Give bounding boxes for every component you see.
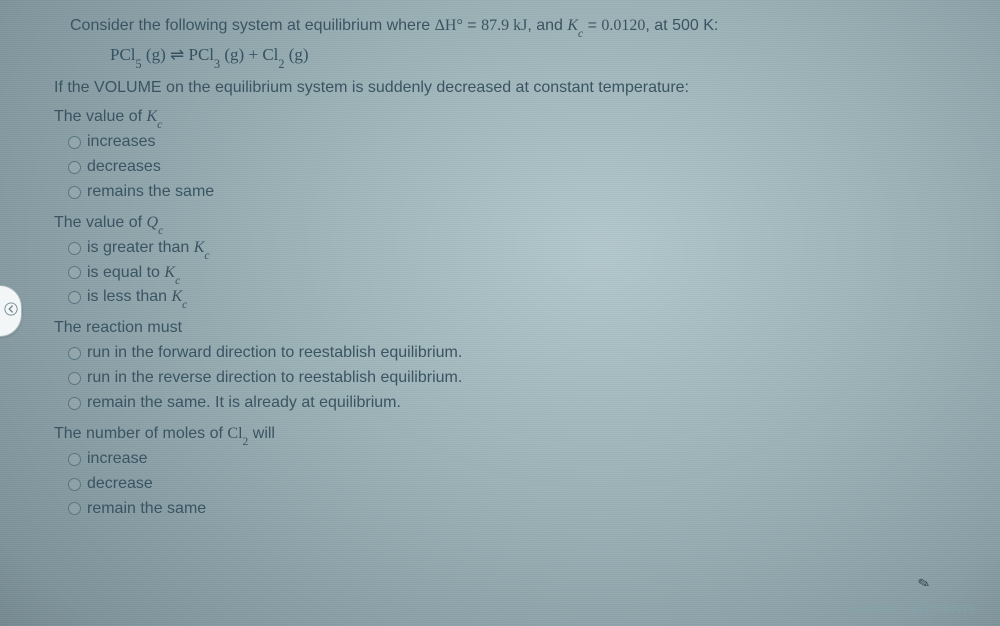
q2-option-equal[interactable]: is equal to Kc <box>68 261 980 286</box>
windows-activation-watermark: Activate Windows <box>847 600 976 618</box>
option-label: increases <box>87 130 155 155</box>
q3-stem: The reaction must <box>54 316 980 339</box>
q3-option-reverse[interactable]: run in the reverse direction to reestabl… <box>68 366 980 391</box>
q4-option-decrease[interactable]: decrease <box>68 472 980 497</box>
option-label: remain the same. It is already at equili… <box>87 391 401 416</box>
radio-icon <box>68 502 81 515</box>
q4-option-same[interactable]: remain the same <box>68 497 980 522</box>
q2-option-less[interactable]: is less than Kc <box>68 285 980 310</box>
q3-option-forward[interactable]: run in the forward direction to reestabl… <box>68 341 980 366</box>
radio-icon <box>68 347 81 360</box>
option-label: increase <box>87 447 147 472</box>
option-label: remain the same <box>87 497 206 522</box>
radio-icon <box>68 161 81 174</box>
q1-option-decreases[interactable]: decreases <box>68 155 980 180</box>
question-body: Consider the following system at equilib… <box>40 14 980 527</box>
question-1: The value of Kc increases decreases rema… <box>54 105 980 205</box>
option-label: run in the reverse direction to reestabl… <box>87 366 462 391</box>
delta-h-value: 87.9 kJ <box>481 17 527 34</box>
radio-icon <box>68 186 81 199</box>
q4-stem: The number of moles of Cl2 will <box>54 422 980 445</box>
option-label: remains the same <box>87 180 214 205</box>
radio-icon <box>68 291 81 304</box>
option-label: decrease <box>87 472 153 497</box>
radio-icon <box>68 478 81 491</box>
q1-stem: The value of Kc <box>54 105 980 128</box>
perturbation-text: If the VOLUME on the equilibrium system … <box>54 76 980 99</box>
q1-option-increases[interactable]: increases <box>68 130 980 155</box>
option-label: run in the forward direction to reestabl… <box>87 341 462 366</box>
chevron-left-icon <box>4 302 18 321</box>
option-label: is greater than Kc <box>87 236 210 261</box>
intro-text: Consider the following system at equilib… <box>70 17 435 34</box>
radio-icon <box>68 397 81 410</box>
radio-icon <box>68 372 81 385</box>
delta-h-symbol: ΔH° <box>435 17 463 34</box>
kc-symbol: Kc <box>567 17 583 34</box>
q3-option-same[interactable]: remain the same. It is already at equili… <box>68 391 980 416</box>
q1-option-same[interactable]: remains the same <box>68 180 980 205</box>
option-label: is equal to Kc <box>87 261 180 286</box>
question-3: The reaction must run in the forward dir… <box>54 316 980 416</box>
problem-intro: Consider the following system at equilib… <box>70 14 980 37</box>
radio-icon <box>68 453 81 466</box>
prev-question-tab[interactable] <box>0 285 22 337</box>
radio-icon <box>68 136 81 149</box>
option-label: decreases <box>87 155 161 180</box>
kc-value: 0.0120 <box>601 17 645 34</box>
q2-option-greater[interactable]: is greater than Kc <box>68 236 980 261</box>
question-4: The number of moles of Cl2 will increase… <box>54 422 980 522</box>
question-2: The value of Qc is greater than Kc is eq… <box>54 211 980 311</box>
radio-icon <box>68 242 81 255</box>
chemical-equation: PCl5 (g) ⇌ PCl3 (g) + Cl2 (g) <box>110 43 980 68</box>
cursor-icon: ✎ <box>916 574 932 593</box>
option-label: is less than Kc <box>87 285 187 310</box>
q4-option-increase[interactable]: increase <box>68 447 980 472</box>
q2-stem: The value of Qc <box>54 211 980 234</box>
radio-icon <box>68 266 81 279</box>
